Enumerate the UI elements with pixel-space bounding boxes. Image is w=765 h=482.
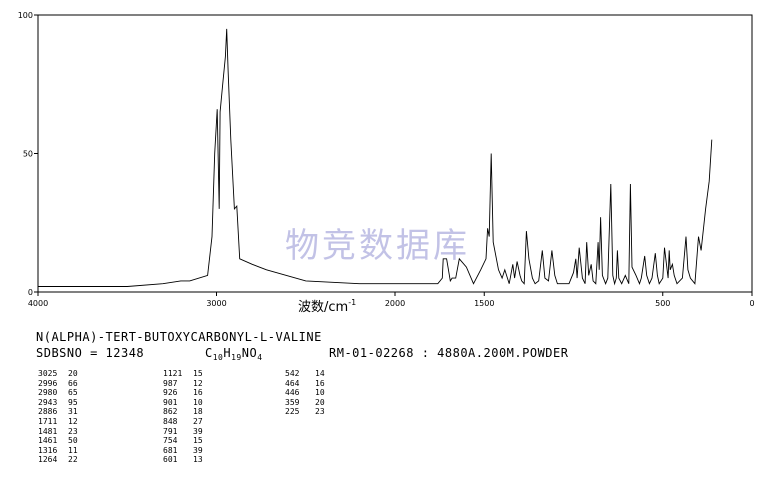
sdbs-number: SDBSNO = 12348: [36, 346, 145, 360]
spectrum-line: [38, 28, 713, 287]
peak-row: 1481 23: [38, 427, 88, 437]
peak-transmittance: 39: [193, 445, 203, 455]
molecular-formula: C10H19NO4: [205, 346, 263, 362]
peak-wavenumber: 2996: [38, 378, 58, 388]
peak-row: 2886 31: [38, 407, 88, 417]
peak-transmittance: 12: [193, 378, 203, 388]
peak-wavenumber: 1711: [38, 416, 58, 426]
peak-transmittance: 66: [68, 378, 78, 388]
peak-row: 901 10: [163, 398, 213, 408]
peak-row: 225 23: [285, 407, 335, 417]
peak-transmittance: 12: [68, 416, 78, 426]
peak-transmittance: 27: [193, 416, 203, 426]
peak-row: 2943 95: [38, 398, 88, 408]
peak-transmittance: 22: [68, 455, 78, 465]
x-axis-title: 波数/cm-1: [298, 298, 356, 315]
peak-row: 359 20: [285, 398, 335, 408]
x-tick-label: 2000: [385, 299, 405, 308]
peak-wavenumber: 359: [285, 397, 300, 407]
x-tick-label: 4000: [28, 299, 48, 308]
peak-transmittance: 16: [193, 388, 203, 398]
peak-transmittance: 15: [193, 369, 203, 378]
peak-wavenumber: 2943: [38, 397, 58, 407]
peak-transmittance: 10: [193, 397, 203, 407]
x-tick-label: 3000: [206, 299, 226, 308]
peak-transmittance: 50: [68, 436, 78, 446]
peak-wavenumber: 681: [163, 445, 178, 455]
peak-wavenumber: 2980: [38, 388, 58, 398]
peak-transmittance: 20: [68, 369, 78, 378]
peak-wavenumber: 542: [285, 369, 300, 378]
y-axis-ticks: 0 50 100: [18, 11, 38, 297]
peak-row: 791 39: [163, 427, 213, 437]
peak-wavenumber: 791: [163, 426, 178, 436]
peak-wavenumber: 464: [285, 378, 300, 388]
peak-wavenumber: 987: [163, 378, 178, 388]
peak-wavenumber: 1316: [38, 445, 58, 455]
peak-row: 848 27: [163, 417, 213, 427]
y-tick-label: 100: [18, 11, 33, 20]
peak-row: 1264 22: [38, 455, 88, 465]
peak-row: 1121 15: [163, 369, 213, 379]
peak-wavenumber: 1461: [38, 436, 58, 446]
x-tick-label: 500: [655, 299, 670, 308]
peak-row: 3025 20: [38, 369, 88, 379]
peak-transmittance: 23: [68, 426, 78, 436]
peak-wavenumber: 901: [163, 397, 178, 407]
peak-table-column-1: 3025 20 2996 66 2980 65 2943 95 2886 31 1711 12 1481…: [38, 369, 88, 465]
peak-wavenumber: 601: [163, 455, 178, 465]
peak-transmittance: 16: [315, 378, 325, 388]
peak-row: 1461 50: [38, 436, 88, 446]
ir-spectrum-chart: 0 50 100 4000 3000 2000 1500 500 0 波数/cm-1: [18, 11, 755, 315]
peak-transmittance: 11: [68, 445, 78, 455]
peak-wavenumber: 2886: [38, 407, 58, 417]
peak-row: 754 15: [163, 436, 213, 446]
y-tick-label: 50: [23, 150, 33, 159]
measurement-method: RM-01-02268 : 4880A.200M.POWDER: [329, 346, 569, 360]
peak-wavenumber: 926: [163, 388, 178, 398]
peak-row: 2996 66: [38, 379, 88, 389]
peak-transmittance: 14: [315, 369, 325, 378]
peak-transmittance: 20: [315, 397, 325, 407]
peak-table-column-2: 1121 15 987 12 926 16 901 10 862 18 848 27 791 39 754 1…: [163, 369, 213, 465]
x-axis-ticks: 4000 3000 2000 1500 500 0: [28, 292, 755, 308]
peak-row: 1711 12: [38, 417, 88, 427]
peak-wavenumber: 3025: [38, 369, 58, 378]
watermark-text: 物竞数据库: [285, 226, 470, 266]
peak-wavenumber: 225: [285, 407, 300, 417]
peak-table-column-3: 542 14 464 16 446 10 359 20 225 23: [285, 369, 335, 417]
peak-row: 464 16: [285, 379, 335, 389]
peak-transmittance: 31: [68, 407, 78, 417]
peak-wavenumber: 1481: [38, 426, 58, 436]
peak-wavenumber: 1121: [163, 369, 183, 378]
peak-wavenumber: 446: [285, 388, 300, 398]
peak-row: 862 18: [163, 407, 213, 417]
y-tick-label: 0: [28, 288, 33, 297]
peak-wavenumber: 862: [163, 407, 178, 417]
peak-transmittance: 18: [193, 407, 203, 417]
peak-transmittance: 15: [193, 436, 203, 446]
peak-wavenumber: 1264: [38, 455, 58, 465]
peak-transmittance: 95: [68, 397, 78, 407]
peak-row: 1316 11: [38, 446, 88, 456]
peak-row: 601 13: [163, 455, 213, 465]
peak-row: 446 10: [285, 388, 335, 398]
peak-row: 987 12: [163, 379, 213, 389]
compound-name: N(ALPHA)-TERT-BUTOXYCARBONYL-L-VALINE: [36, 330, 322, 344]
peak-transmittance: 13: [193, 455, 203, 465]
peak-transmittance: 10: [315, 388, 325, 398]
x-tick-label: 1500: [474, 299, 494, 308]
peak-wavenumber: 848: [163, 416, 178, 426]
peak-row: 2980 65: [38, 388, 88, 398]
peak-transmittance: 39: [193, 426, 203, 436]
peak-wavenumber: 754: [163, 436, 178, 446]
x-tick-label: 0: [749, 299, 754, 308]
peak-row: 926 16: [163, 388, 213, 398]
peak-transmittance: 65: [68, 388, 78, 398]
peak-row: 681 39: [163, 446, 213, 456]
peak-row: 542 14: [285, 369, 335, 379]
peak-transmittance: 23: [315, 407, 325, 417]
